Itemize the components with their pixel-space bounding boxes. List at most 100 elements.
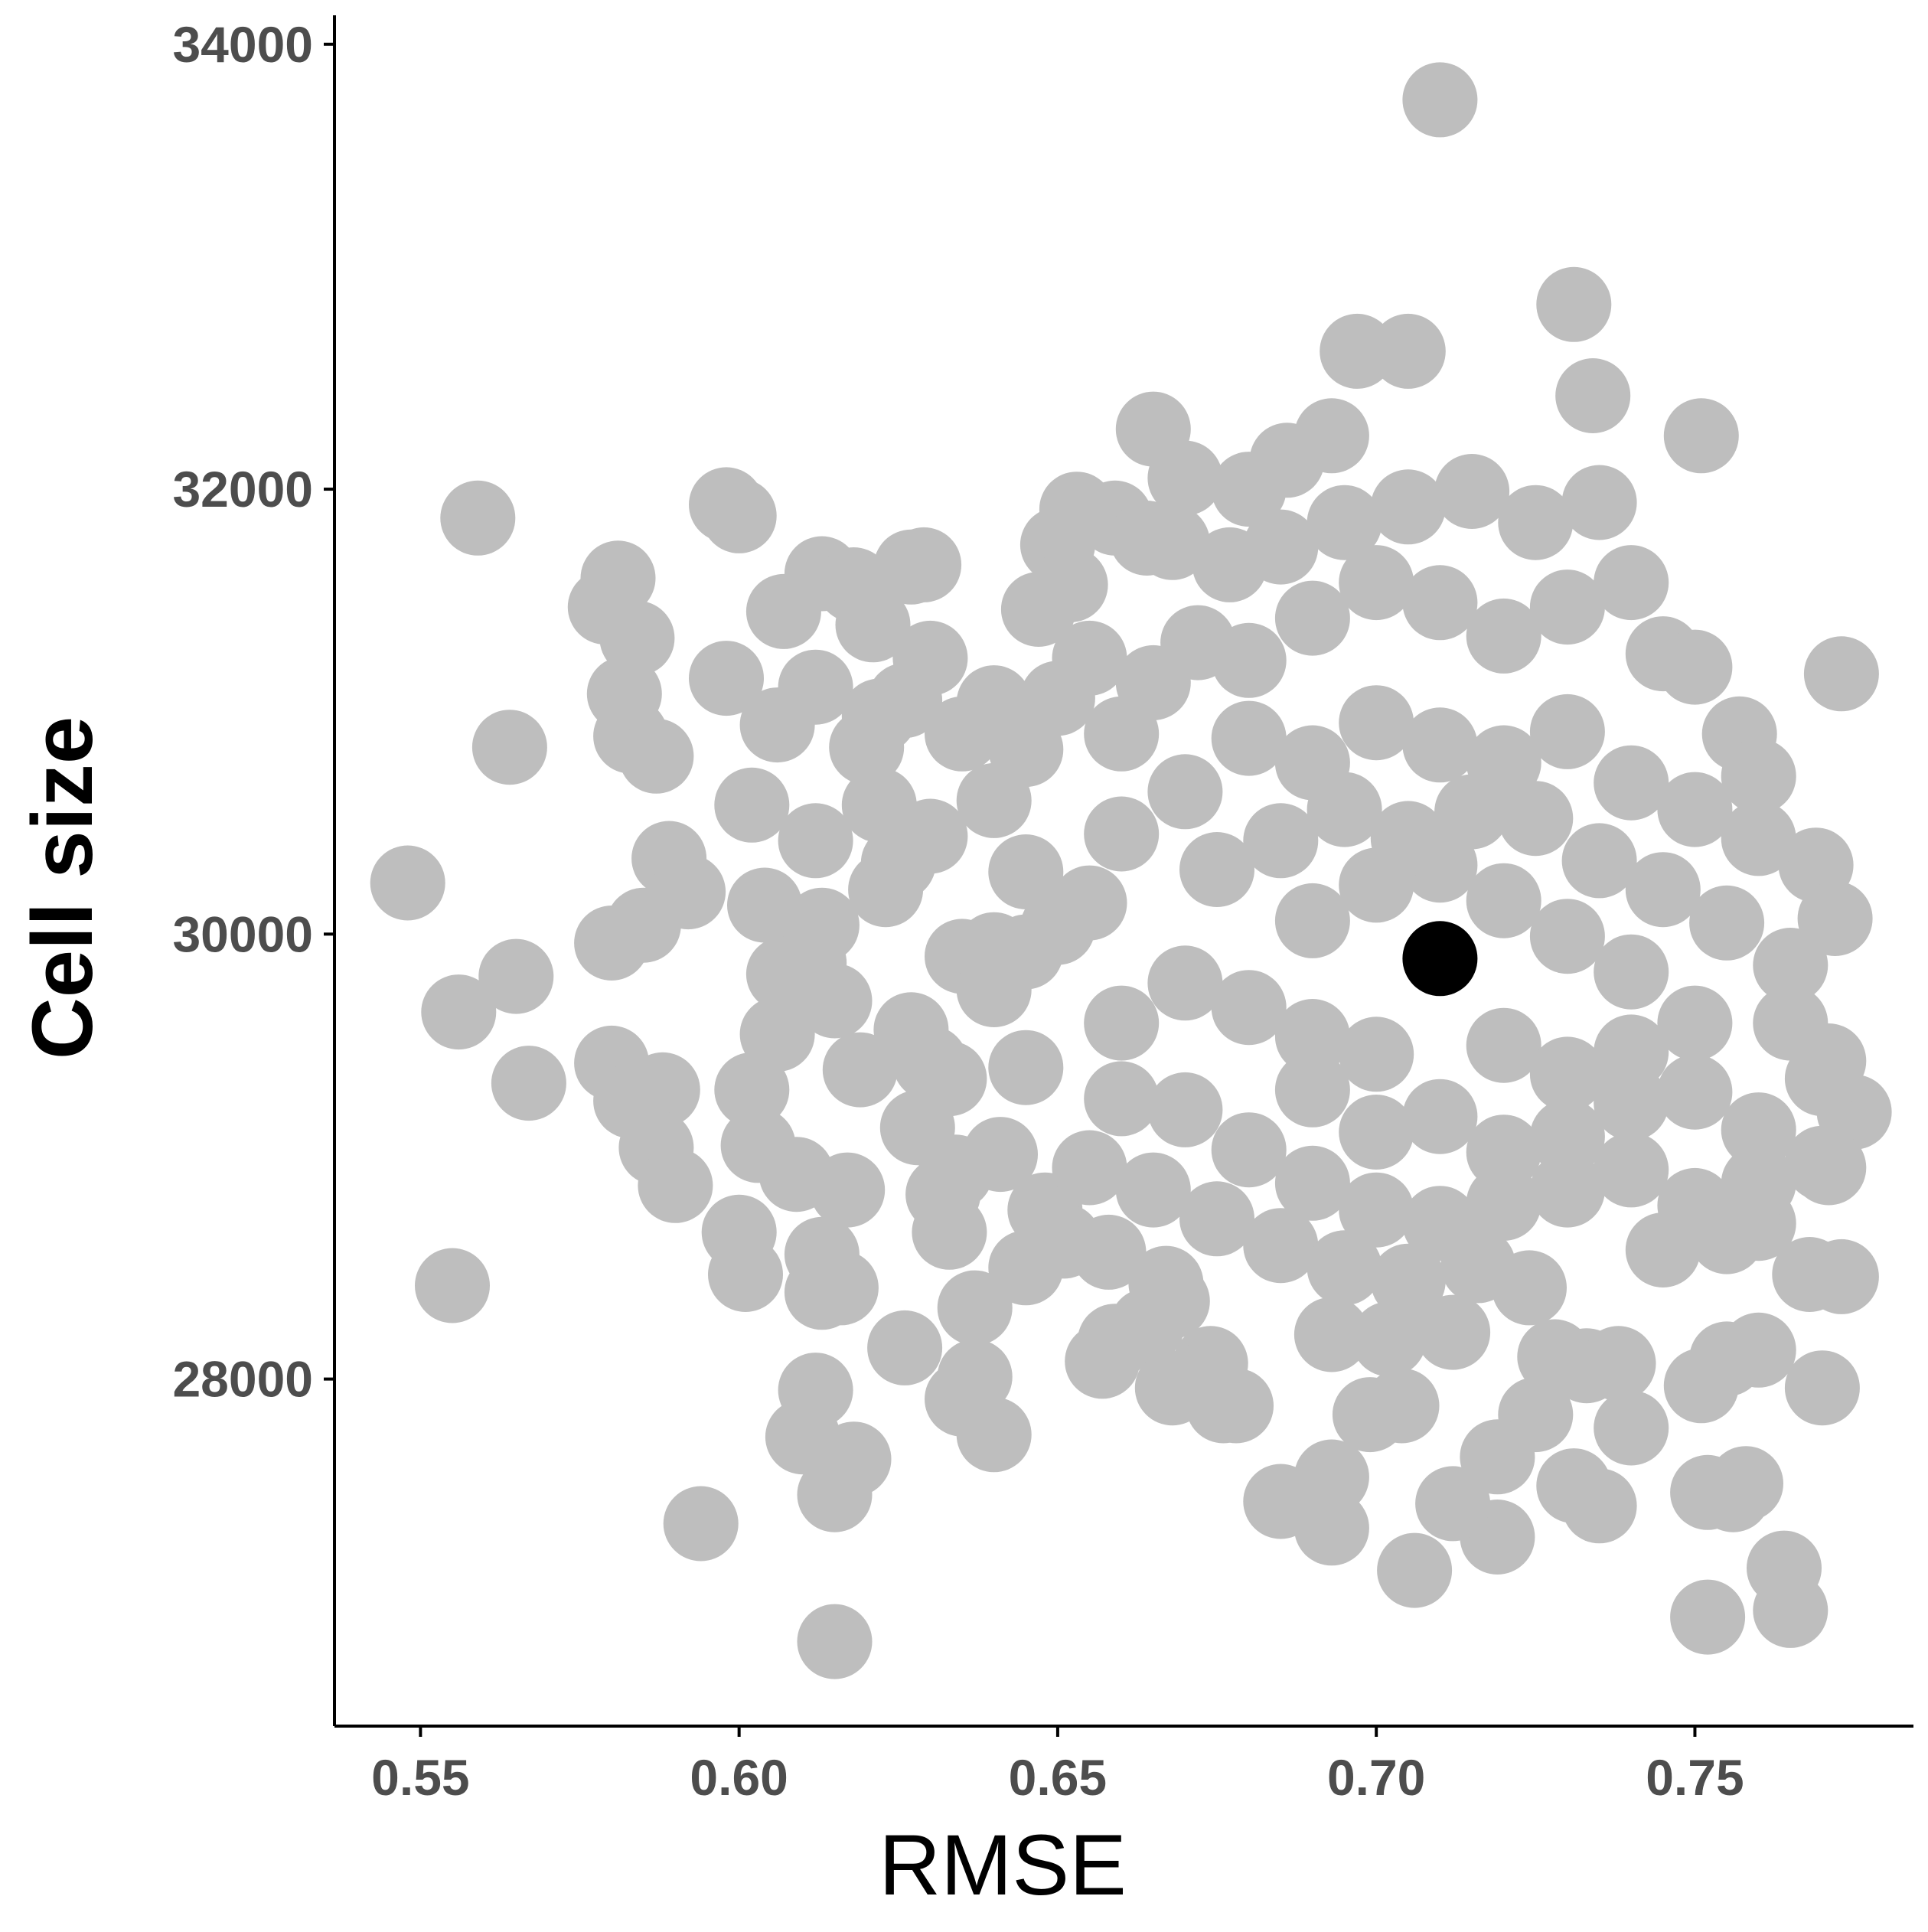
data-point: [1721, 739, 1796, 814]
data-point: [1670, 1579, 1746, 1655]
data-point: [1529, 1152, 1605, 1228]
data-point: [1797, 881, 1873, 956]
data-point: [1753, 985, 1829, 1061]
data-point: [1147, 440, 1223, 516]
data-point: [1166, 1341, 1242, 1417]
data-point: [1307, 1230, 1382, 1306]
data-point: [810, 1152, 886, 1228]
data-point: [1402, 62, 1478, 138]
data-point: [1466, 863, 1541, 938]
data-point: [1243, 1464, 1319, 1539]
data-point: [1594, 1066, 1669, 1141]
data-point: [1536, 266, 1612, 342]
data-point: [892, 798, 968, 874]
data-point: [1351, 1301, 1427, 1377]
data-point: [1115, 1152, 1191, 1228]
data-point: [727, 867, 802, 943]
data-point: [886, 527, 962, 602]
y-axis-title: Cell size: [15, 716, 110, 1059]
x-tick-label: 0.65: [1009, 1749, 1107, 1806]
data-point: [1594, 934, 1669, 1010]
data-point: [937, 1339, 1013, 1415]
data-point: [848, 852, 924, 928]
data-point: [689, 641, 764, 716]
data-point: [1052, 1130, 1127, 1206]
data-point: [415, 1248, 490, 1323]
data-point: [1498, 781, 1574, 857]
data-point: [1594, 1390, 1669, 1466]
data-point: [1663, 398, 1739, 474]
data-point: [1211, 970, 1287, 1046]
data-points: [370, 62, 1892, 1679]
data-point: [1498, 485, 1574, 560]
data-point: [1657, 1054, 1733, 1130]
data-point: [1555, 358, 1631, 433]
data-point: [1179, 832, 1254, 907]
data-point: [1721, 1145, 1796, 1221]
data-point: [829, 710, 905, 785]
data-point: [1402, 565, 1478, 641]
data-point: [988, 712, 1064, 788]
data-point: [1147, 754, 1223, 830]
data-point: [1274, 999, 1350, 1074]
data-point: [663, 1486, 739, 1562]
data-point: [739, 687, 815, 763]
data-point: [988, 834, 1064, 909]
data-point: [1243, 1208, 1319, 1284]
data-point: [1339, 1172, 1414, 1248]
data-point: [1339, 1017, 1414, 1092]
data-point: [963, 1117, 1038, 1193]
data-point: [1529, 569, 1605, 645]
data-point: [1561, 823, 1637, 899]
data-point: [618, 718, 694, 794]
data-point: [1492, 1250, 1567, 1326]
data-point: [835, 587, 911, 663]
data-point: [1594, 1132, 1669, 1208]
y-tick-label: 30000: [172, 906, 313, 962]
data-point: [1625, 1212, 1701, 1287]
data-point: [1561, 465, 1637, 540]
data-point: [1791, 1130, 1867, 1206]
data-point: [1721, 1312, 1796, 1388]
data-point: [1784, 1350, 1860, 1426]
data-point: [1529, 693, 1605, 769]
data-point: [1147, 1072, 1223, 1147]
data-point: [701, 478, 777, 553]
data-point: [1071, 1214, 1147, 1290]
data-point: [1803, 636, 1879, 712]
data-point: [1434, 774, 1510, 850]
data-point: [1581, 1326, 1656, 1402]
data-point: [1274, 580, 1350, 656]
data-point: [1274, 1052, 1350, 1128]
data-point: [803, 1250, 879, 1326]
data-point: [1721, 1092, 1796, 1168]
data-point: [778, 803, 853, 879]
data-point: [421, 974, 497, 1050]
data-point: [1753, 1572, 1829, 1648]
data-point: [1594, 745, 1669, 821]
data-point: [708, 1237, 783, 1312]
data-point: [1721, 801, 1796, 876]
data-point: [1784, 1041, 1860, 1117]
data-point: [1402, 1079, 1478, 1154]
data-point: [574, 906, 650, 981]
data-point: [1084, 985, 1160, 1061]
data-point: [1160, 605, 1236, 680]
data-point: [1332, 1377, 1408, 1453]
data-point: [745, 936, 821, 1012]
data-point: [714, 767, 790, 843]
data-point: [1529, 899, 1605, 974]
data-point: [370, 845, 445, 921]
data-point: [1370, 469, 1446, 545]
data-point: [1052, 865, 1127, 941]
x-axis-title: RMSE: [879, 1817, 1127, 1913]
data-point: [1803, 1239, 1879, 1314]
data-point: [1370, 801, 1446, 876]
data-point: [1402, 1186, 1478, 1261]
data-point: [956, 1397, 1032, 1473]
data-point: [471, 710, 547, 785]
data-point: [580, 540, 656, 616]
y-tick-label: 28000: [172, 1351, 313, 1408]
data-point: [1084, 796, 1160, 872]
